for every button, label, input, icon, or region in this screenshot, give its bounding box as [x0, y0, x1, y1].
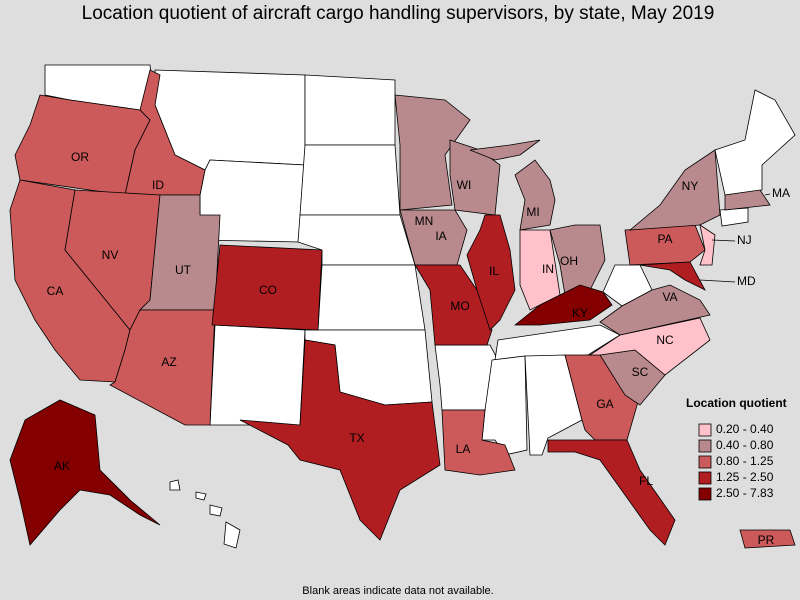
leader-line [711, 239, 736, 242]
state-shape [209, 324, 306, 426]
state-label: AK [54, 459, 70, 473]
legend-swatch [698, 471, 712, 485]
state-shape [304, 74, 396, 146]
state-label: MD [737, 274, 756, 288]
state-shape [223, 521, 241, 549]
state-label: NY [682, 179, 699, 193]
legend-swatch [698, 487, 712, 501]
state-label: OH [560, 254, 578, 268]
state-shape [724, 189, 771, 211]
state-shape [602, 264, 653, 307]
state-shape [549, 224, 606, 296]
leader-line [699, 279, 736, 283]
state-shape [399, 209, 468, 266]
state-label: UT [175, 263, 192, 277]
state-label: NJ [737, 233, 752, 247]
state-label: IN [542, 262, 554, 276]
state-label: WI [457, 178, 472, 192]
state-label: CO [259, 283, 277, 297]
state-shape [394, 94, 471, 211]
state-shape [109, 309, 216, 426]
state-shape [239, 339, 441, 541]
state-shape [317, 264, 426, 331]
state-shape [299, 144, 401, 216]
state-label: VA [662, 290, 677, 304]
state-shape [441, 409, 516, 476]
legend-swatch [698, 439, 712, 453]
state-shape [154, 69, 306, 171]
state-shape [599, 284, 711, 336]
state-label: TX [349, 431, 364, 445]
state-label: SC [632, 365, 649, 379]
state-shape [466, 214, 516, 331]
state-label: CA [47, 284, 64, 298]
state-label: PR [758, 533, 775, 547]
legend-label: 0.80 - 1.25 [716, 454, 774, 468]
state-shape [513, 284, 613, 326]
state-shape [469, 139, 556, 231]
state-shape [9, 399, 161, 546]
state-label: MN [415, 214, 434, 228]
state-label: IL [489, 264, 499, 278]
state-shape [739, 529, 796, 549]
rated-states [9, 69, 796, 549]
state-shape [195, 491, 207, 501]
state-label: LA [456, 442, 471, 456]
state-label: KY [572, 306, 588, 320]
state-label: NV [102, 248, 119, 262]
state-shape [124, 69, 206, 196]
state-label: AZ [161, 355, 176, 369]
state-label: MI [526, 205, 539, 219]
state-label: GA [596, 397, 613, 411]
state-label: ID [152, 178, 164, 192]
legend-label: 0.40 - 0.80 [716, 438, 774, 452]
legend-label: 1.25 - 2.50 [716, 470, 774, 484]
state-label: FL [639, 474, 653, 488]
map-title: Location quotient of aircraft cargo hand… [82, 3, 715, 24]
legend-swatch [698, 455, 712, 469]
footnote: Blank areas indicate data not available. [302, 585, 493, 597]
state-label: OR [71, 150, 89, 164]
legend-swatch [698, 423, 712, 437]
state-shape [169, 479, 181, 491]
legend: Location quotient 0.20 - 0.40 0.40 - 0.80… [686, 396, 787, 501]
state-label: MA [772, 186, 790, 200]
legend-label: 2.50 - 7.83 [716, 486, 774, 500]
state-shape [211, 244, 323, 331]
state-label: NC [656, 333, 674, 347]
leader-line [764, 193, 771, 196]
legend-label: 0.20 - 0.40 [716, 422, 774, 436]
state-shape [139, 194, 221, 311]
state-shape [414, 264, 493, 346]
state-shape [639, 261, 706, 291]
state-shape [547, 439, 676, 546]
legend-title: Location quotient [686, 396, 787, 410]
state-shape [494, 324, 621, 361]
state-label: MO [450, 299, 469, 313]
state-shape [699, 224, 716, 266]
state-shape [209, 504, 223, 517]
blank-states [44, 64, 796, 549]
state-label: PA [657, 232, 672, 246]
state-label: IA [435, 229, 446, 243]
